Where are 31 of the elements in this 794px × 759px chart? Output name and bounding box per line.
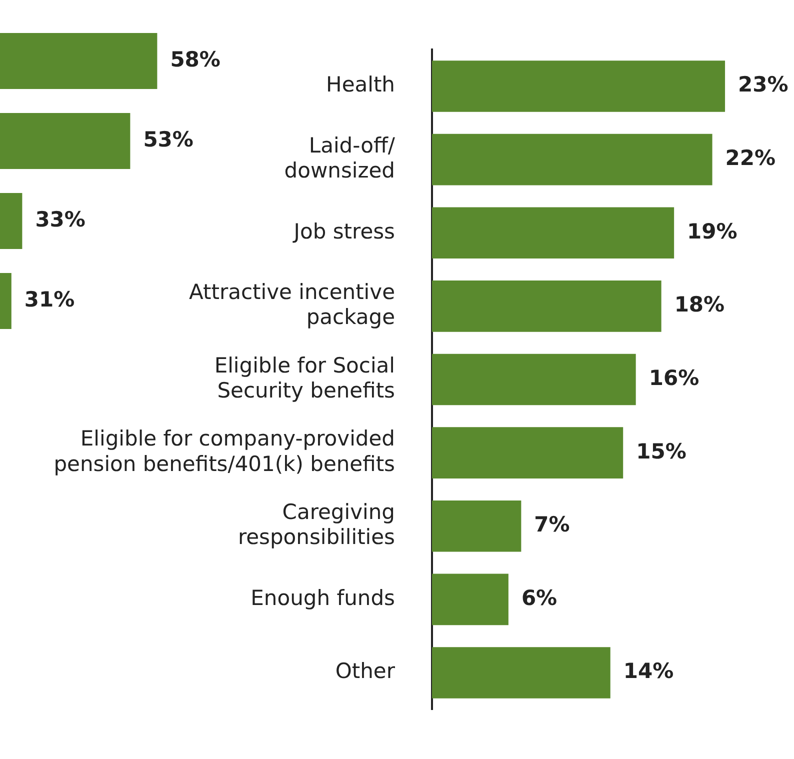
bar <box>432 647 610 698</box>
y-tick-label: Caregiving responsibilities <box>238 500 395 550</box>
y-tick-label: Eligible for Social Security benefits <box>214 353 395 403</box>
y-tick-label: Job stress <box>292 219 395 244</box>
bar <box>432 134 712 186</box>
data-label: 15% <box>636 439 686 464</box>
bar <box>432 500 522 552</box>
data-label: 33% <box>35 207 86 232</box>
data-label: 19% <box>687 219 738 244</box>
data-label: 31% <box>24 287 75 312</box>
y-tick-label: Laid-off/ downsized <box>284 133 396 183</box>
data-label: 23% <box>738 72 788 97</box>
data-label: 22% <box>725 146 776 170</box>
y-tick-label: Attractive incentive package <box>189 280 395 330</box>
data-label: 14% <box>623 659 674 684</box>
data-label: 58% <box>170 47 220 72</box>
data-label: 16% <box>648 366 700 390</box>
data-label: 18% <box>674 292 725 317</box>
data-label: 7% <box>534 512 570 537</box>
y-tick-label: Health <box>326 72 395 97</box>
bar <box>432 280 662 332</box>
bar <box>432 427 624 478</box>
y-tick-label: Enough funds <box>250 586 395 610</box>
data-label: 53% <box>143 127 194 152</box>
data-label: 6% <box>521 586 558 610</box>
bar <box>432 354 636 406</box>
y-tick-label: Eligible for company-provided pension benefits/401(k) benefits <box>54 426 395 476</box>
bar <box>432 574 508 626</box>
y-tick-label: Other <box>335 659 396 684</box>
bar <box>432 207 674 259</box>
bar <box>432 60 726 112</box>
